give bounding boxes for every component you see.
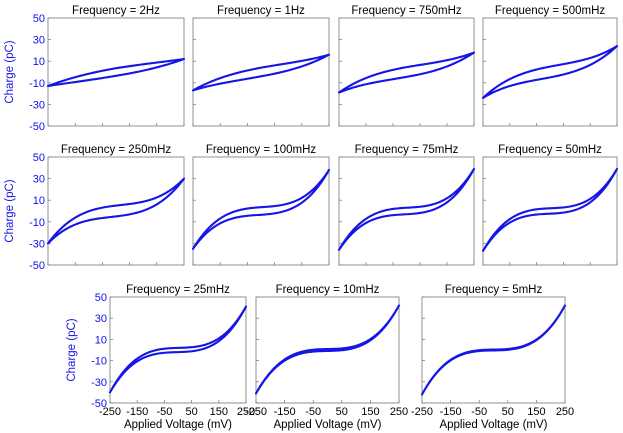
panel-title-1: Frequency = 2Hz [72, 5, 160, 17]
panel-frame-3 [338, 17, 475, 127]
y-axis-label-5: Charge (pC) [4, 179, 16, 242]
x-tick-label-10-2: -150 [274, 406, 296, 418]
y-tick-label-1-4: -10 [29, 78, 45, 90]
x-tick-label-11-2: -150 [440, 406, 462, 418]
panel-frame-8 [482, 156, 618, 266]
y-tick-label-9-6: -50 [91, 398, 107, 410]
panel-title-10: Frequency = 10mHz [276, 284, 380, 296]
panel-title-3: Frequency = 750mHz [351, 5, 462, 17]
x-tick-label-11-6: 250 [556, 406, 574, 418]
panel-frame-4 [482, 17, 618, 127]
x-tick-label-10-6: 250 [390, 406, 408, 418]
y-tick-label-5-4: -10 [29, 217, 45, 229]
panel-title-6: Frequency = 100mHz [206, 144, 317, 156]
panel-title-11: Frequency = 5mHz [445, 284, 543, 296]
y-tick-label-9-1: 50 [95, 292, 107, 304]
y-tick-label-5-5: -30 [29, 238, 45, 250]
panel-frame-7 [338, 156, 475, 266]
x-axis-label-11: Applied Voltage (mV) [439, 419, 547, 431]
y-tick-label-9-4: -10 [91, 356, 107, 368]
y-tick-label-9-3: 10 [95, 334, 107, 346]
panel-frame-5 [47, 156, 185, 266]
x-tick-label-11-3: -50 [471, 406, 487, 418]
loop-series-11 [420, 304, 567, 396]
x-tick-label-11-4: 50 [502, 406, 514, 418]
x-tick-label-11-1: -250 [411, 406, 433, 418]
panel-frame-2 [192, 17, 330, 127]
panel-title-5: Frequency = 250mHz [61, 144, 172, 156]
y-axis-label-1: Charge (pC) [4, 40, 16, 103]
y-tick-label-1-2: 30 [33, 35, 45, 47]
x-tick-label-9-5: 150 [210, 406, 228, 418]
y-tick-label-5-1: 50 [33, 152, 45, 164]
y-tick-label-9-5: -30 [91, 377, 107, 389]
x-tick-label-9-4: 50 [185, 406, 197, 418]
x-tick-label-9-6: 250 [237, 406, 255, 418]
y-tick-label-1-6: -50 [29, 121, 45, 133]
loop-series-6 [191, 168, 331, 250]
y-tick-label-9-2: 30 [95, 313, 107, 325]
x-tick-label-11-5: 150 [527, 406, 545, 418]
x-tick-label-9-3: -50 [156, 406, 172, 418]
y-axis-label-9: Charge (pC) [66, 318, 78, 381]
panel-title-4: Frequency = 500mHz [495, 5, 606, 17]
x-tick-label-10-4: 50 [336, 406, 348, 418]
panel-title-7: Frequency = 75mHz [355, 144, 459, 156]
x-tick-label-10-3: -50 [305, 406, 321, 418]
x-axis-label-10: Applied Voltage (mV) [273, 419, 381, 431]
loop-series-4 [481, 45, 619, 99]
loop-series-5 [46, 177, 186, 245]
loop-series-8 [481, 167, 619, 253]
panel-title-2: Frequency = 1Hz [217, 5, 305, 17]
y-tick-label-1-5: -30 [29, 99, 45, 111]
y-tick-label-5-3: 10 [33, 195, 45, 207]
x-tick-label-10-1: -250 [245, 406, 267, 418]
y-tick-label-5-2: 30 [33, 174, 45, 186]
x-axis-label-9: Applied Voltage (mV) [124, 419, 232, 431]
panel-title-9: Frequency = 25mHz [126, 284, 230, 296]
panel-frame-1 [47, 17, 185, 127]
y-tick-label-1-3: 10 [33, 56, 45, 68]
loop-series-7 [337, 167, 476, 251]
loop-series-10 [254, 304, 401, 395]
panel-frame-9 [109, 296, 247, 404]
y-tick-label-1-1: 50 [33, 13, 45, 25]
x-tick-label-9-2: -150 [126, 406, 148, 418]
x-tick-label-10-5: 150 [361, 406, 379, 418]
loop-series-1 [46, 57, 186, 88]
y-tick-label-5-6: -50 [29, 260, 45, 272]
loop-series-3 [337, 51, 476, 94]
x-tick-label-9-1: -250 [99, 406, 121, 418]
panel-frame-6 [192, 156, 330, 266]
loop-series-9 [108, 305, 248, 394]
loop-series-2 [191, 53, 331, 92]
panel-title-8: Frequency = 50mHz [498, 144, 602, 156]
